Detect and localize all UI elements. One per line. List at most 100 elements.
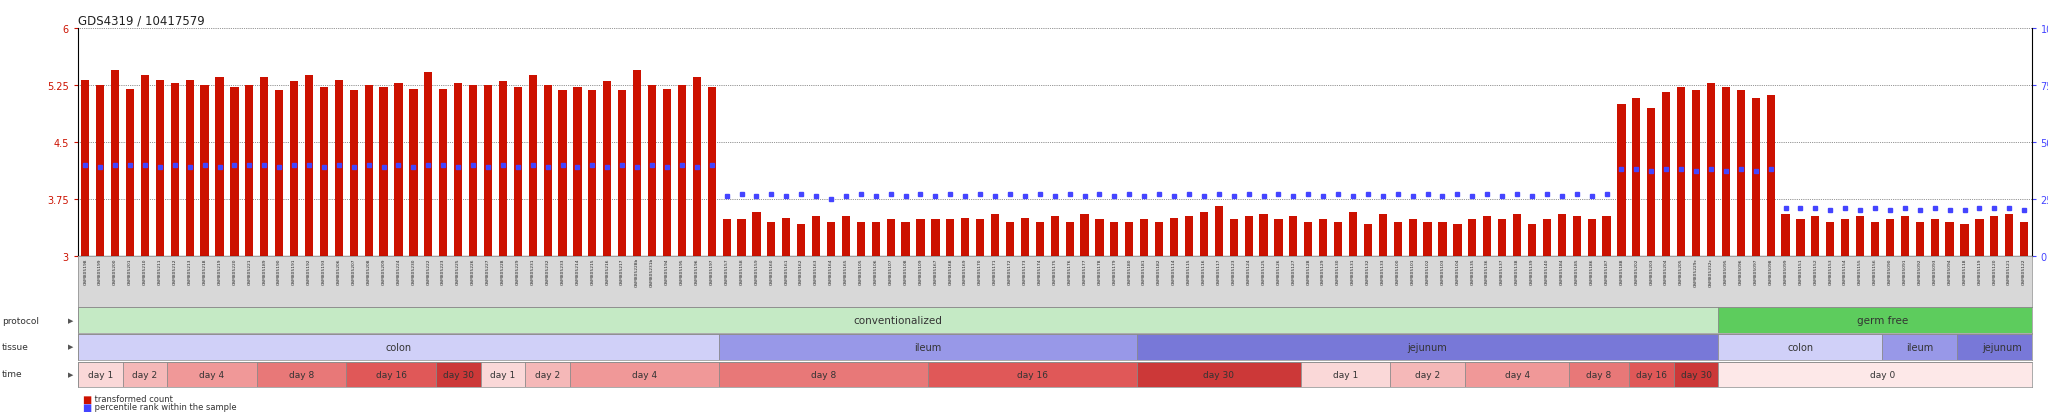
- Text: day 1: day 1: [1333, 370, 1358, 379]
- Text: day 0: day 0: [1870, 370, 1894, 379]
- Text: GSM805186: GSM805186: [1589, 258, 1593, 284]
- Text: GSM805171: GSM805171: [993, 258, 997, 284]
- Text: conventionalized: conventionalized: [854, 316, 942, 325]
- Text: colon: colon: [385, 342, 412, 352]
- Text: jejunum: jejunum: [1407, 342, 1448, 352]
- Text: GSM805100: GSM805100: [1397, 258, 1399, 284]
- Bar: [723, 220, 731, 256]
- Text: GSM805102: GSM805102: [1425, 258, 1430, 284]
- Bar: [481, 362, 524, 387]
- Text: GSM805230: GSM805230: [412, 258, 416, 284]
- Bar: [1677, 88, 1686, 256]
- Bar: [1137, 362, 1300, 387]
- Text: GSM805158: GSM805158: [739, 258, 743, 284]
- Text: day 30: day 30: [1204, 370, 1235, 379]
- Text: GSM805215: GSM805215: [590, 258, 594, 284]
- Bar: [1528, 224, 1536, 256]
- Text: GSM805107: GSM805107: [889, 258, 893, 284]
- Text: GSM805172: GSM805172: [1008, 258, 1012, 284]
- Text: day 1: day 1: [88, 370, 113, 379]
- Text: day 4: day 4: [199, 370, 225, 379]
- Text: GSM805178: GSM805178: [1098, 258, 1102, 284]
- Text: GSM805233: GSM805233: [561, 258, 565, 284]
- Text: GSM805199: GSM805199: [98, 258, 102, 284]
- Bar: [346, 362, 436, 387]
- Bar: [559, 91, 567, 256]
- Bar: [274, 91, 283, 256]
- Text: GSM805123: GSM805123: [1231, 258, 1235, 284]
- Text: GSM805192: GSM805192: [307, 258, 311, 284]
- Bar: [1718, 308, 2046, 333]
- Bar: [1274, 220, 1282, 256]
- Bar: [1245, 217, 1253, 256]
- Bar: [1393, 222, 1401, 256]
- Text: GSM805139: GSM805139: [1530, 258, 1534, 284]
- Bar: [811, 217, 819, 256]
- Bar: [1200, 212, 1208, 256]
- Text: tissue: tissue: [2, 342, 29, 351]
- Bar: [1855, 217, 1864, 256]
- Text: transformed count: transformed count: [92, 394, 172, 403]
- Text: GSM805159: GSM805159: [754, 258, 758, 284]
- Bar: [1290, 217, 1298, 256]
- Text: GSM805091: GSM805091: [1903, 258, 1907, 284]
- Text: GSM805117: GSM805117: [1217, 258, 1221, 284]
- Text: GSM805097: GSM805097: [1753, 258, 1757, 284]
- Text: GSM805155: GSM805155: [1858, 258, 1862, 284]
- Text: germ free: germ free: [1858, 316, 1909, 325]
- Text: GSM805205: GSM805205: [1679, 258, 1683, 284]
- Bar: [719, 335, 1137, 360]
- Text: GSM805128: GSM805128: [1307, 258, 1311, 284]
- Text: GSM805209: GSM805209: [381, 258, 385, 284]
- Text: time: time: [2, 369, 23, 378]
- Bar: [350, 91, 358, 256]
- Text: GSM805175: GSM805175: [1053, 258, 1057, 284]
- Text: GSM805188: GSM805188: [1620, 258, 1624, 284]
- Bar: [1006, 222, 1014, 256]
- Text: GSM805093: GSM805093: [1933, 258, 1937, 284]
- Text: ▶: ▶: [68, 344, 74, 350]
- Bar: [1692, 91, 1700, 256]
- Bar: [569, 362, 719, 387]
- Bar: [1438, 222, 1446, 256]
- Bar: [1632, 99, 1640, 256]
- Bar: [1976, 220, 1985, 256]
- Text: GSM805101: GSM805101: [1411, 258, 1415, 284]
- Bar: [692, 78, 700, 256]
- Text: GSM805136: GSM805136: [1485, 258, 1489, 284]
- Bar: [782, 218, 791, 256]
- Text: GSM805162: GSM805162: [799, 258, 803, 284]
- Text: GSM805211: GSM805211: [158, 258, 162, 284]
- Text: day 16: day 16: [375, 370, 406, 379]
- Bar: [1409, 220, 1417, 256]
- Bar: [1020, 218, 1028, 256]
- Text: GSM805231: GSM805231: [530, 258, 535, 284]
- Bar: [1718, 362, 2046, 387]
- Text: GSM805229: GSM805229: [516, 258, 520, 284]
- Bar: [186, 81, 195, 256]
- Text: GSM805217: GSM805217: [621, 258, 625, 284]
- Bar: [1468, 220, 1477, 256]
- Text: day 2: day 2: [535, 370, 561, 379]
- Text: GSM805191: GSM805191: [293, 258, 297, 284]
- Text: ■: ■: [82, 402, 92, 412]
- Bar: [1882, 335, 1958, 360]
- Text: GSM805127: GSM805127: [1292, 258, 1294, 284]
- Bar: [1628, 362, 1673, 387]
- Text: GSM805119: GSM805119: [1978, 258, 1980, 284]
- Bar: [96, 86, 104, 256]
- Bar: [1796, 220, 1804, 256]
- Text: GSM805182: GSM805182: [1157, 258, 1161, 284]
- Bar: [1464, 362, 1569, 387]
- Text: GSM805190: GSM805190: [276, 258, 281, 284]
- Bar: [1378, 214, 1386, 256]
- Text: day 30: day 30: [1681, 370, 1712, 379]
- Bar: [1155, 222, 1163, 256]
- Bar: [82, 81, 90, 256]
- Text: GSM805231b: GSM805231b: [649, 258, 653, 287]
- Bar: [977, 220, 985, 256]
- Text: GSM805207: GSM805207: [352, 258, 356, 284]
- Bar: [887, 220, 895, 256]
- Text: GSM805223: GSM805223: [440, 258, 444, 284]
- Bar: [1423, 222, 1432, 256]
